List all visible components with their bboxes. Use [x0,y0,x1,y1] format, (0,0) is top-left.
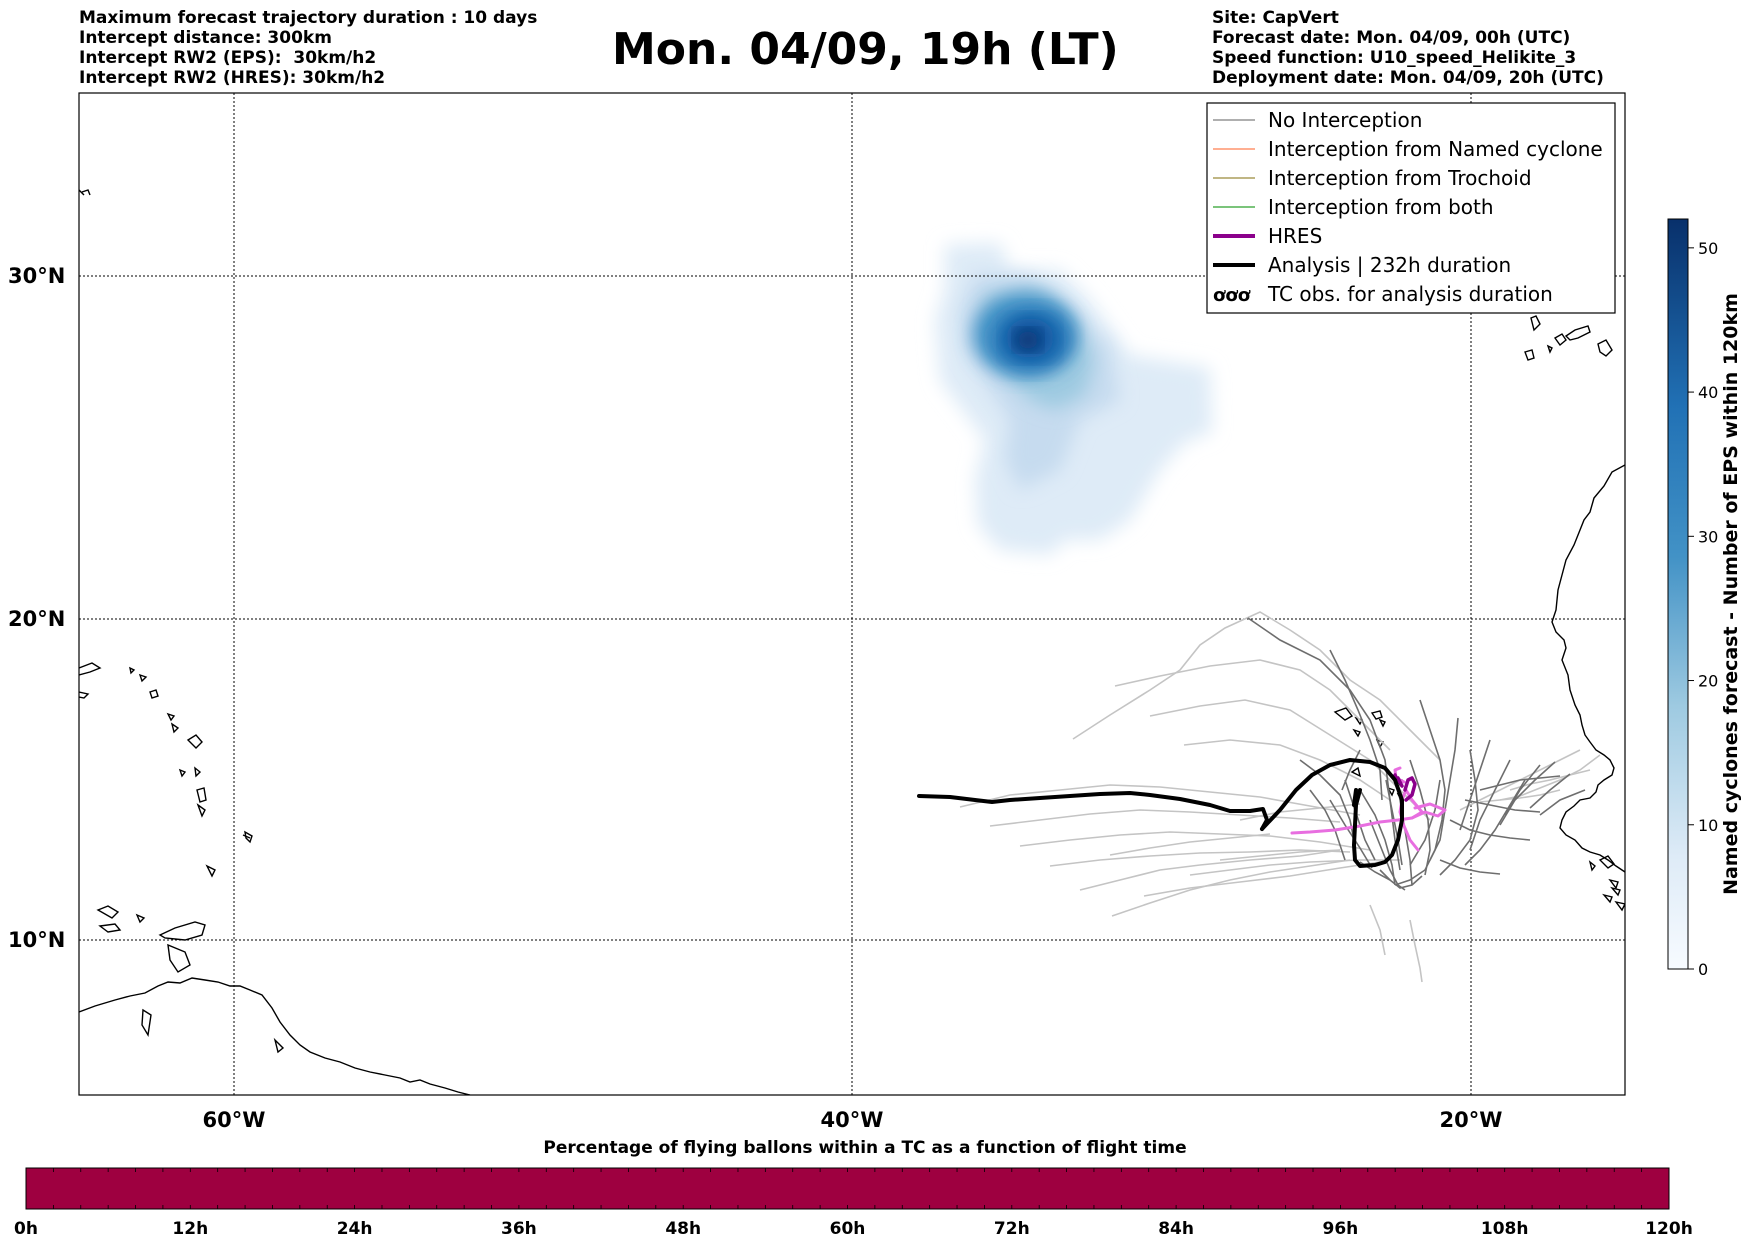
flight-time-tick-5: 60h [830,1219,866,1239]
map-content [79,93,1625,1095]
speed-function-text: Speed function: U10_speed_Helikite_3 [1212,48,1577,68]
lat-label-30n: 30°N [8,264,65,288]
lon-label-20w: 20°W [1440,1108,1503,1132]
trajectories-light [959,611,1601,983]
cb-tick-label-1: 10 [1698,816,1718,835]
cb-tick-label-3: 30 [1698,527,1718,546]
eps-density-field [935,243,1212,555]
flight-time-tick-6: 72h [994,1219,1030,1239]
flight-time-tick-1: 12h [172,1219,208,1239]
flight-time-bar-fill [25,1167,1670,1210]
legend-label-5: Analysis | 232h duration [1268,253,1511,277]
flight-time-tick-9: 108h [1481,1219,1529,1239]
density-colorbar-label: Named cyclones forecast - Number of EPS … [1720,293,1742,895]
flight-time-tick-3: 36h [501,1219,537,1239]
flight-time-bar: Percentage of flying ballons within a TC… [14,1138,1693,1239]
site-text: Site: CapVert [1212,8,1339,28]
page-title: Mon. 04/09, 19h (LT) [612,24,1119,75]
map-legend: No Interception Interception from Named c… [1206,102,1616,314]
legend-symbol-tc-obs: ơơơ [1213,285,1251,306]
density-colorbar: 0 10 20 30 40 50 Named cyclones forecast - Nu… [1667,218,1742,979]
intercept-eps-text: Intercept RW2 (EPS): 30km/h2 [79,48,377,68]
cb-tick-label-5: 50 [1698,239,1718,258]
coastlines [79,189,1625,1095]
lat-label-20n: 20°N [8,607,65,631]
legend-label-2: Interception from Trochoid [1268,166,1532,190]
cb-tick-label-4: 40 [1698,383,1718,402]
flight-time-tick-7: 84h [1158,1219,1194,1239]
legend-label-6: TC obs. for analysis duration [1267,282,1553,306]
flight-time-tick-8: 96h [1323,1219,1359,1239]
forecast-date-text: Forecast date: Mon. 04/09, 00h (UTC) [1212,28,1571,48]
max-duration-text: Maximum forecast trajectory duration : 1… [79,8,538,28]
intercept-distance-text: Intercept distance: 300km [79,28,332,48]
flight-time-tick-10: 120h [1645,1219,1693,1239]
header-right-info: Site: CapVert Forecast date: Mon. 04/09,… [1212,8,1604,88]
legend-label-0: No Interception [1268,108,1422,132]
lon-label-40w: 40°W [821,1108,884,1132]
map-gridlines [79,93,1625,1095]
legend-label-3: Interception from both [1268,195,1494,219]
flight-time-bar-title: Percentage of flying ballons within a TC… [543,1138,1186,1158]
header-left-info: Maximum forecast trajectory duration : 1… [79,8,537,88]
flight-time-tick-4: 48h [665,1219,701,1239]
legend-label-4: HRES [1268,224,1322,248]
analysis-trajectory [917,758,1404,868]
legend-label-1: Interception from Named cyclone [1268,137,1603,161]
flight-time-tick-0: 0h [14,1219,38,1239]
density-colorbar-fill [1667,218,1689,970]
cb-tick-label-0: 0 [1698,960,1708,979]
cb-tick-label-2: 20 [1698,672,1718,691]
flight-time-tick-2: 24h [337,1219,373,1239]
deployment-date-text: Deployment date: Mon. 04/09, 20h (UTC) [1212,68,1604,88]
lon-label-60w: 60°W [203,1108,266,1132]
lat-label-10n: 10°N [8,928,65,952]
intercept-hres-text: Intercept RW2 (HRES): 30km/h2 [79,68,386,88]
